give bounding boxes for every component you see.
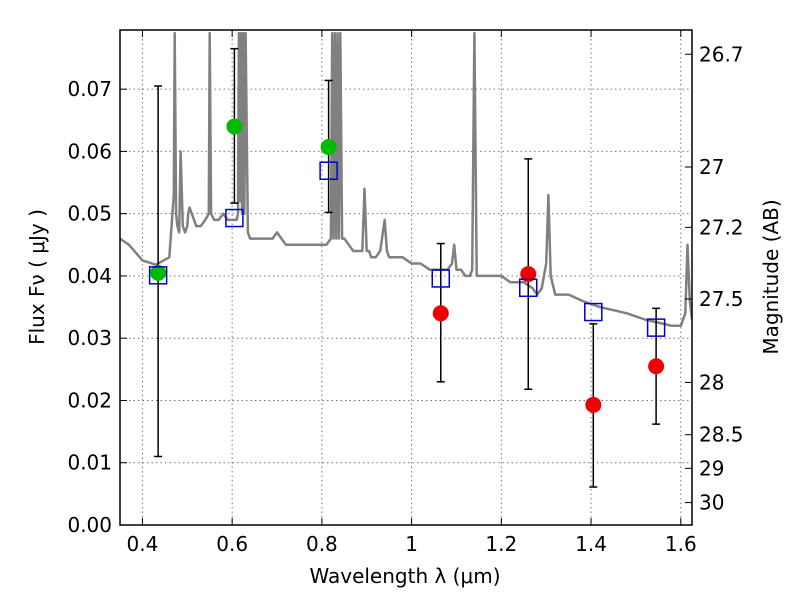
data-point-square xyxy=(519,278,538,298)
data-point-circle xyxy=(320,139,337,156)
tick-labels: 0.4 0.6 0.8 1 1.2 1.4 1.6 0.00 0.01 0.02 0.03 0.04 0… xyxy=(67,42,743,556)
x-axis-label: Wavelength λ (μm) xyxy=(309,564,500,588)
x-tick-label: 1 xyxy=(405,532,418,556)
data-point-circle xyxy=(648,358,665,375)
right-y-tick-label: 27.2 xyxy=(699,215,744,239)
right-y-tick-label: 28.5 xyxy=(699,423,744,447)
data-point-square xyxy=(431,269,451,288)
data-point-square xyxy=(646,318,666,337)
y-tick-label: 0.07 xyxy=(67,77,112,101)
spectrum-line xyxy=(120,31,692,328)
y-tick-label: 0.04 xyxy=(67,264,112,288)
right-y-tick-label: 27.5 xyxy=(699,287,744,311)
right-y-tick-label: 28 xyxy=(699,370,724,394)
x-tick-label: 1.2 xyxy=(485,532,517,556)
grid xyxy=(120,30,692,526)
axes xyxy=(119,29,693,526)
x-tick-label: 1.4 xyxy=(575,532,607,556)
y-tick-label: 0.03 xyxy=(67,326,112,350)
data-markers xyxy=(148,118,666,413)
y-tick-label: 0.05 xyxy=(67,202,112,226)
model-spectrum xyxy=(120,31,692,328)
y-axis-label: Flux Fν ( μJy ) xyxy=(25,209,49,345)
data-point-circle xyxy=(520,266,537,283)
x-tick-label: 0.4 xyxy=(127,532,159,556)
data-point-square xyxy=(225,208,244,228)
right-y-tick-label: 29 xyxy=(699,456,724,480)
y-tick-label: 0.02 xyxy=(67,388,112,412)
data-point-square xyxy=(584,302,603,322)
plot-frame xyxy=(119,29,693,526)
y-tick-label: 0.06 xyxy=(67,139,112,163)
data-point-circle xyxy=(585,396,602,413)
data-point-square xyxy=(319,161,338,180)
right-y-axis-label: Magnitude (AB) xyxy=(759,199,783,354)
data-point-square xyxy=(148,266,168,285)
x-tick-label: 1.6 xyxy=(665,532,697,556)
y-tick-label: 0.01 xyxy=(67,451,112,475)
right-y-tick-label: 27 xyxy=(699,155,724,179)
data-point-circle xyxy=(432,305,449,322)
right-y-tick-label: 26.7 xyxy=(699,42,744,66)
x-tick-label: 0.6 xyxy=(216,532,248,556)
y-tick-label: 0.00 xyxy=(67,513,112,537)
data-point-circle xyxy=(150,264,167,281)
x-tick-label: 0.8 xyxy=(306,532,338,556)
right-y-tick-label: 30 xyxy=(699,491,724,515)
data-point-circle xyxy=(226,118,243,135)
